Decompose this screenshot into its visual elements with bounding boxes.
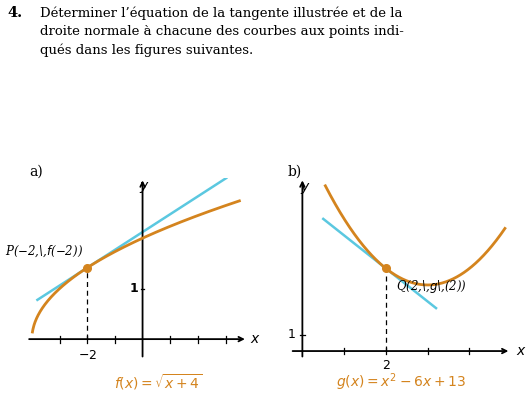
Text: a): a) bbox=[29, 164, 43, 178]
Text: b): b) bbox=[287, 164, 301, 178]
Text: $2$: $2$ bbox=[382, 359, 390, 372]
Text: $x$: $x$ bbox=[250, 332, 261, 346]
Text: $\mathbf{1}$: $\mathbf{1}$ bbox=[129, 282, 139, 295]
Text: $g(x)=x^2-6x+13$: $g(x)=x^2-6x+13$ bbox=[336, 372, 465, 393]
Text: 4.: 4. bbox=[8, 6, 23, 20]
Text: $y$: $y$ bbox=[299, 181, 310, 196]
Text: $y$: $y$ bbox=[139, 180, 150, 195]
Text: $1$: $1$ bbox=[287, 328, 296, 341]
Text: P($-$2,\,$f$($-$2)): P($-$2,\,$f$($-$2)) bbox=[5, 243, 83, 259]
Text: $x$: $x$ bbox=[516, 344, 527, 358]
Text: Déterminer l’équation de la tangente illustrée et de la
droite normale à chacune: Déterminer l’équation de la tangente ill… bbox=[40, 6, 403, 57]
Text: Q(2,\,$g$\,(2)): Q(2,\,$g$\,(2)) bbox=[396, 278, 467, 295]
Text: $f(x)=\sqrt{x+4}$: $f(x)=\sqrt{x+4}$ bbox=[114, 372, 202, 392]
Text: $-2$: $-2$ bbox=[77, 349, 97, 362]
